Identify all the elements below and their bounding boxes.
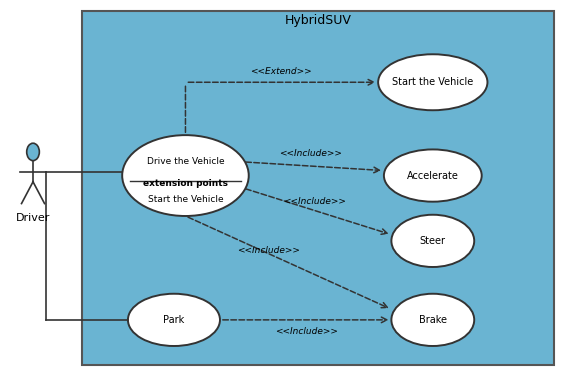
Text: <<Include>>: <<Include>> (279, 149, 342, 158)
Ellipse shape (122, 135, 249, 216)
Text: extension points: extension points (143, 179, 228, 188)
Ellipse shape (128, 294, 220, 346)
Text: <<Include>>: <<Include>> (238, 246, 301, 255)
Text: Park: Park (164, 315, 184, 325)
Text: Driver: Driver (16, 213, 50, 223)
Text: Accelerate: Accelerate (407, 171, 459, 180)
Ellipse shape (384, 149, 481, 202)
Text: <<Extend>>: <<Extend>> (250, 67, 311, 76)
Text: HybridSUV: HybridSUV (284, 14, 351, 27)
FancyBboxPatch shape (82, 11, 554, 365)
Text: Drive the Vehicle: Drive the Vehicle (147, 158, 224, 166)
Ellipse shape (378, 54, 487, 110)
Ellipse shape (27, 143, 39, 161)
Ellipse shape (391, 215, 474, 267)
Text: <<Include>>: <<Include>> (283, 197, 346, 206)
Text: Start the Vehicle: Start the Vehicle (147, 195, 223, 204)
Text: Brake: Brake (419, 315, 447, 325)
Text: <<Include>>: <<Include>> (275, 327, 338, 335)
Ellipse shape (391, 294, 474, 346)
Text: Start the Vehicle: Start the Vehicle (392, 77, 473, 87)
Text: Steer: Steer (420, 236, 446, 246)
